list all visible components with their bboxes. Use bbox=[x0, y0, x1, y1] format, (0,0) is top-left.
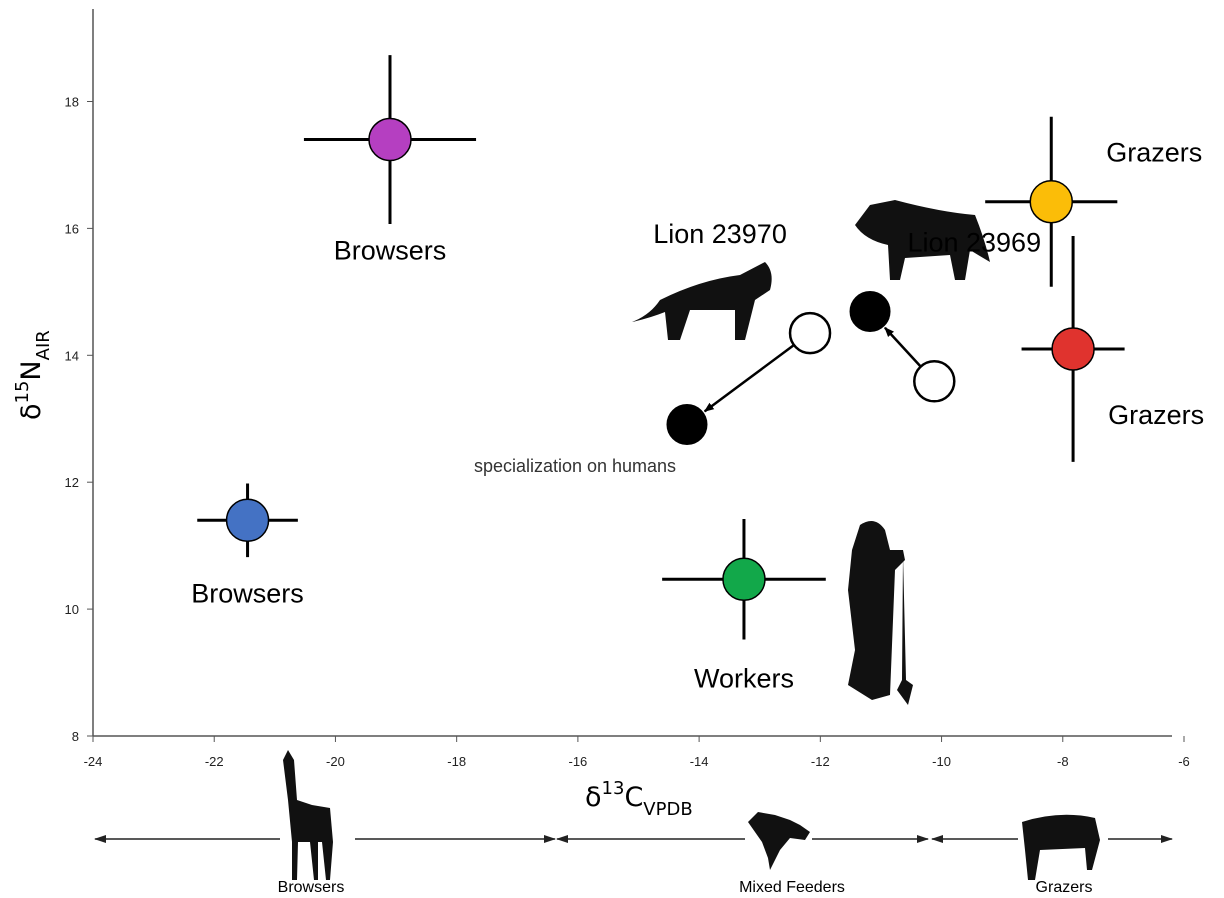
series-label: Grazers bbox=[1106, 138, 1202, 168]
x-tick-label: -6 bbox=[1178, 754, 1190, 769]
shift-arrow bbox=[885, 328, 920, 366]
lion-before bbox=[790, 313, 830, 353]
y-tick-label: 8 bbox=[72, 729, 79, 744]
x-tick-label: -18 bbox=[447, 754, 466, 769]
point bbox=[1052, 328, 1094, 370]
diet-label: Mixed Feeders bbox=[739, 879, 845, 896]
y-tick-label: 16 bbox=[65, 221, 79, 236]
annotation: specialization on humans bbox=[474, 456, 676, 476]
axis-label-part: N bbox=[16, 360, 47, 380]
axis-label-part: C bbox=[624, 782, 643, 813]
x-label: δ13CVPDB bbox=[585, 778, 693, 820]
y-tick-label: 10 bbox=[65, 602, 79, 617]
x-tick-label: -10 bbox=[932, 754, 951, 769]
lion-after bbox=[850, 292, 890, 332]
point bbox=[227, 499, 269, 541]
chart: Browsers Mixed Feeders Grazers 8 10 12 14 16… bbox=[0, 0, 1224, 898]
point bbox=[1030, 181, 1072, 223]
series-label: Grazers bbox=[1108, 400, 1204, 430]
y-label: δ15NAIR bbox=[12, 330, 54, 420]
point bbox=[369, 119, 411, 161]
lion-before bbox=[914, 361, 954, 401]
axis-label-part: 13 bbox=[602, 778, 625, 799]
axis-label-part: δ bbox=[16, 403, 47, 420]
y-tick-label: 14 bbox=[65, 348, 79, 363]
axis-label-part: 15 bbox=[12, 381, 33, 404]
axis-label-part: AIR bbox=[33, 330, 54, 360]
x-tick-label: -16 bbox=[568, 754, 587, 769]
x-tick-label: -8 bbox=[1057, 754, 1069, 769]
point bbox=[723, 558, 765, 600]
y-tick-label: 12 bbox=[65, 475, 79, 490]
series-label: Browsers bbox=[334, 236, 447, 266]
diet-label: Grazers bbox=[1036, 879, 1093, 896]
y-tick-label: 18 bbox=[65, 94, 79, 109]
x-tick-label: -24 bbox=[84, 754, 103, 769]
lion-after bbox=[667, 404, 707, 444]
x-tick-label: -12 bbox=[811, 754, 830, 769]
axis-label-part: VPDB bbox=[643, 799, 692, 820]
x-tick-label: -22 bbox=[205, 754, 224, 769]
series-label: Workers bbox=[694, 663, 794, 693]
diet-label: Browsers bbox=[278, 879, 345, 896]
x-tick-label: -14 bbox=[690, 754, 709, 769]
lion-label: Lion 23970 bbox=[653, 219, 787, 249]
lion-label: Lion 23969 bbox=[907, 227, 1041, 257]
series-label: Browsers bbox=[191, 578, 304, 608]
silhouettes bbox=[283, 200, 1100, 880]
x-tick-label: -20 bbox=[326, 754, 345, 769]
axis-label-part: δ bbox=[585, 782, 602, 813]
shift-arrow bbox=[705, 346, 794, 412]
